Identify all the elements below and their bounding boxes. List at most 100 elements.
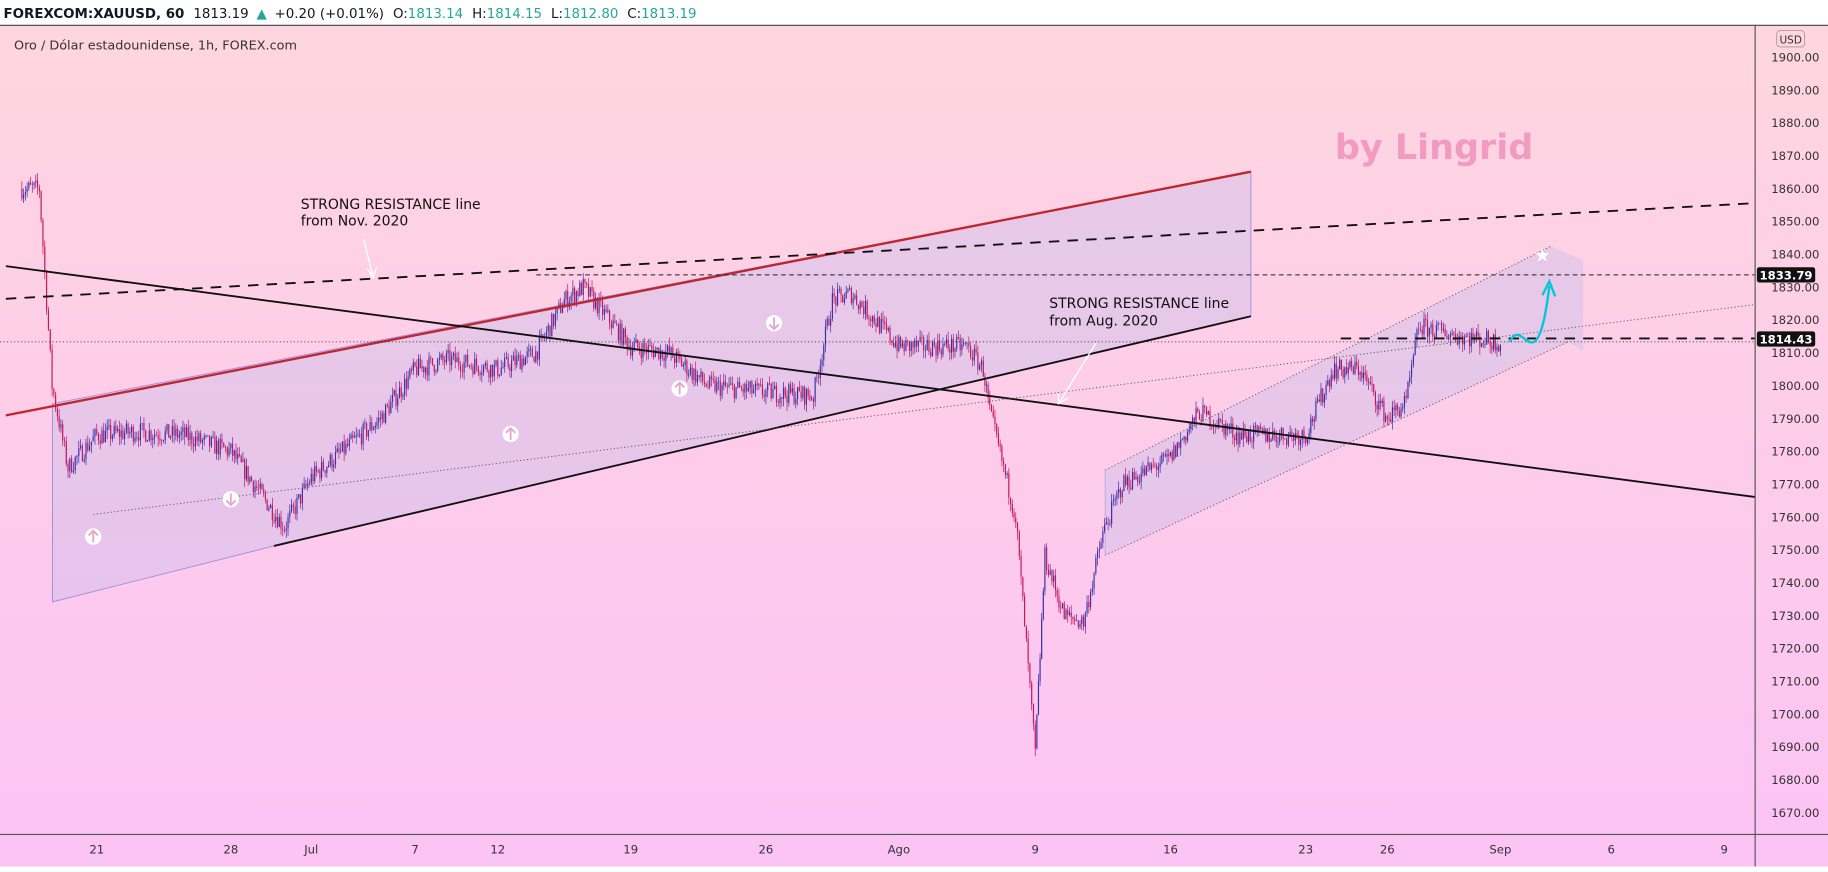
- candle-body: [894, 342, 896, 347]
- candle-body: [1221, 419, 1223, 424]
- price-axis[interactable]: 1900.00 1890.00 1880.00 1870.00 1860.00 1850.…: [1771, 51, 1819, 820]
- candle-body: [710, 376, 713, 379]
- candle-body: [605, 309, 607, 312]
- candle-body: [1484, 344, 1486, 346]
- candle-body: [980, 360, 983, 366]
- candle-body: [572, 288, 574, 296]
- red-trendline[interactable]: [5, 170, 1252, 417]
- candle-body: [1428, 327, 1430, 337]
- candle-body: [552, 313, 555, 326]
- currency-button[interactable]: [1776, 30, 1806, 48]
- candle-body: [1013, 513, 1015, 518]
- candle-body: [362, 424, 364, 445]
- candle-body: [449, 350, 451, 366]
- candle-body: [1081, 616, 1083, 624]
- candle-body: [266, 499, 268, 511]
- candle-body: [843, 298, 846, 303]
- candle-body: [221, 438, 223, 444]
- candle-body: [1460, 335, 1462, 337]
- candle-body: [751, 381, 753, 394]
- candle-body: [952, 338, 954, 352]
- candle-body: [1197, 408, 1199, 412]
- candle-body: [343, 441, 345, 454]
- channel-upper-line[interactable]: [1104, 245, 1551, 471]
- candle-body: [369, 422, 371, 431]
- symbol: FOREXCOM:XAUUSD, 60: [3, 7, 184, 22]
- annotation-aug-2020-line1[interactable]: STRONG RESISTANCE line: [1049, 296, 1229, 312]
- time-axis[interactable]: 21 28 Jul 7 12 19 26 Ago 9 16 23 26 Sep 6 9: [89, 843, 1728, 857]
- candle-body: [1173, 445, 1175, 460]
- candle-body: [1299, 439, 1302, 445]
- low-value: 1812.80: [563, 7, 618, 22]
- candle-body: [92, 436, 94, 442]
- candle-body: [875, 323, 877, 327]
- candle-body: [379, 417, 382, 420]
- candle-body: [46, 272, 48, 311]
- annotation-aug-2020-line2[interactable]: from Aug. 2020: [1049, 314, 1158, 330]
- candle-body: [1244, 429, 1246, 437]
- candle-body: [1058, 596, 1060, 608]
- candle-body: [416, 366, 418, 376]
- candle-body: [55, 394, 57, 409]
- candle-body: [1145, 465, 1147, 475]
- candle-body: [802, 386, 804, 398]
- candle-body: [1105, 522, 1107, 525]
- annotation-nov-2020-line2[interactable]: from Nov. 2020: [301, 213, 409, 229]
- candle-body: [912, 342, 914, 348]
- resistance-dashed-line[interactable]: [5, 202, 1755, 300]
- projection-path[interactable]: [1508, 285, 1551, 344]
- candle-body: [378, 417, 380, 422]
- candle-body: [289, 510, 291, 517]
- price-tick-label: 1890.00: [1771, 83, 1819, 97]
- candle-body: [996, 424, 998, 434]
- candle-body: [523, 358, 525, 366]
- candle-body: [1313, 419, 1315, 422]
- annotation-nov-2020-line1[interactable]: STRONG RESISTANCE line: [301, 197, 481, 213]
- candle-body: [1368, 381, 1370, 383]
- candle-body: [665, 351, 667, 361]
- candle-body: [1119, 489, 1122, 498]
- candle-body: [424, 367, 427, 373]
- currency-label: USD: [1779, 34, 1801, 46]
- time-tick-label: 6: [1607, 843, 1614, 857]
- candle-body: [1230, 423, 1232, 429]
- candle-body: [789, 384, 792, 393]
- candle-body: [1310, 418, 1312, 434]
- candle-body: [845, 291, 847, 299]
- time-tick-label: 23: [1298, 843, 1313, 857]
- rising-channel-zone[interactable]: [1105, 246, 1584, 556]
- candle-body: [684, 360, 686, 366]
- candle-body: [795, 399, 797, 404]
- candle-body: [1272, 430, 1274, 440]
- candle-body: [228, 448, 230, 456]
- candle-body: [465, 354, 467, 362]
- candle-body: [737, 381, 739, 388]
- candle-body: [1104, 524, 1106, 532]
- price-tick-label: 1820.00: [1771, 313, 1819, 327]
- channel-lower-line[interactable]: [1104, 341, 1569, 556]
- candle-body: [910, 342, 912, 351]
- candle-body: [1379, 400, 1382, 403]
- candle-body: [36, 180, 39, 188]
- candle-body: [835, 296, 837, 306]
- candle-body: [62, 424, 64, 441]
- candle-body: [497, 360, 499, 377]
- candle-body: [203, 436, 205, 441]
- candle-body: [700, 371, 702, 378]
- candle-body: [1397, 405, 1399, 411]
- candle-body: [1395, 405, 1397, 411]
- candle-body: [291, 504, 293, 511]
- candle-body: [1253, 426, 1255, 442]
- candle-body: [928, 339, 930, 352]
- candle-body: [294, 506, 296, 515]
- candle-body: [864, 301, 867, 315]
- candle-body: [189, 432, 191, 441]
- candle-body: [71, 458, 73, 473]
- candle-body: [1279, 434, 1281, 442]
- candle-body: [90, 441, 92, 446]
- candle-body: [1458, 335, 1460, 345]
- candle-body: [1373, 384, 1375, 392]
- descending-trendline[interactable]: [5, 265, 1755, 498]
- candle-body: [249, 477, 251, 482]
